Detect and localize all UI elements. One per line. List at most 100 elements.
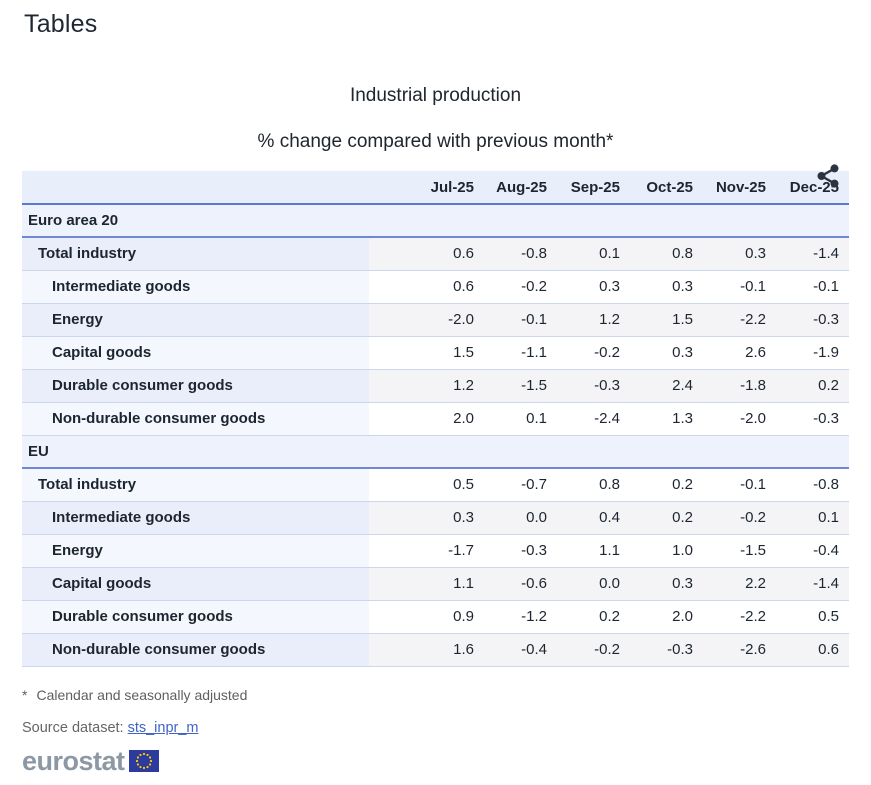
value-cell: 0.3 xyxy=(557,270,630,304)
source-label: Source dataset: xyxy=(22,719,128,736)
month-header: Oct-25 xyxy=(630,171,703,205)
value-cell: -0.3 xyxy=(630,633,703,667)
value-cell: -0.7 xyxy=(484,468,557,502)
row-label: Capital goods xyxy=(22,567,369,601)
value-cell: 1.1 xyxy=(369,567,484,601)
table-row: Non-durable consumer goods 1.6 -0.4 -0.2 -0.… xyxy=(22,633,849,667)
value-cell: 0.6 xyxy=(776,633,849,667)
value-cell: -2.0 xyxy=(703,402,776,436)
value-cell: 1.5 xyxy=(630,303,703,337)
footnote-text: Calendar and seasonally adjusted xyxy=(36,686,248,703)
section-label: Euro area 20 xyxy=(22,204,849,238)
value-cell: 0.3 xyxy=(703,237,776,271)
value-cell: 0.5 xyxy=(776,600,849,634)
value-cell: 0.2 xyxy=(630,468,703,502)
value-cell: 0.8 xyxy=(557,468,630,502)
value-cell: 0.0 xyxy=(484,501,557,535)
value-cell: 2.0 xyxy=(369,402,484,436)
table-title: Industrial production xyxy=(349,85,522,106)
value-cell: 0.4 xyxy=(557,501,630,535)
value-cell: -0.8 xyxy=(776,468,849,502)
month-header: Dec-25 xyxy=(776,171,849,205)
value-cell: 0.2 xyxy=(557,600,630,634)
value-cell: 1.2 xyxy=(557,303,630,337)
row-label: Capital goods xyxy=(22,336,369,370)
value-cell: -2.2 xyxy=(703,303,776,337)
value-cell: -0.8 xyxy=(484,237,557,271)
row-label: Energy xyxy=(22,303,369,337)
table-widget: Industrial production % change compared … xyxy=(22,85,849,667)
value-cell: -0.1 xyxy=(703,468,776,502)
eu-flag-icon xyxy=(128,750,159,772)
value-cell: 0.3 xyxy=(369,501,484,535)
table-row: Capital goods 1.5 -1.1 -0.2 0.3 2.6 -1.9 xyxy=(22,336,849,370)
value-cell: 2.2 xyxy=(703,567,776,601)
eurostat-logo-text: eurostat xyxy=(22,745,125,776)
value-cell: -0.2 xyxy=(557,336,630,370)
row-label: Intermediate goods xyxy=(22,501,369,535)
value-cell: -0.2 xyxy=(557,633,630,667)
table-row: Total industry 0.6 -0.8 0.1 0.8 0.3 -1.4 xyxy=(22,237,849,271)
value-cell: -0.2 xyxy=(484,270,557,304)
value-cell: -0.1 xyxy=(484,303,557,337)
section-row: Euro area 20 xyxy=(22,204,849,238)
value-cell: -1.8 xyxy=(703,369,776,403)
eurostat-logo: eurostat xyxy=(22,745,849,776)
value-cell: 0.3 xyxy=(630,567,703,601)
value-cell: 1.5 xyxy=(369,336,484,370)
value-cell: -1.2 xyxy=(484,600,557,634)
row-label: Non-durable consumer goods xyxy=(22,402,369,436)
value-cell: 0.0 xyxy=(557,567,630,601)
month-header: Aug-25 xyxy=(484,171,557,205)
value-cell: -0.3 xyxy=(557,369,630,403)
value-cell: 0.1 xyxy=(776,501,849,535)
table-row: Energy -2.0 -0.1 1.2 1.5 -2.2 -0.3 xyxy=(22,303,849,337)
value-cell: 0.2 xyxy=(776,369,849,403)
value-cell: 0.6 xyxy=(369,270,484,304)
value-cell: -0.2 xyxy=(703,501,776,535)
share-icon xyxy=(815,163,841,189)
value-cell: -0.4 xyxy=(776,534,849,568)
table-row: Intermediate goods 0.6 -0.2 0.3 0.3 -0.1 -0.1 xyxy=(22,270,849,304)
row-label: Total industry xyxy=(22,468,369,502)
row-label: Intermediate goods xyxy=(22,270,369,304)
page-title: Tables xyxy=(24,10,98,38)
value-cell: -1.7 xyxy=(369,534,484,568)
value-cell: -0.3 xyxy=(484,534,557,568)
value-cell: 2.0 xyxy=(630,600,703,634)
table-row: Durable consumer goods 0.9 -1.2 0.2 2.0 -2.2 0… xyxy=(22,600,849,634)
table-row: Intermediate goods 0.3 0.0 0.4 0.2 -0.2 0.1 xyxy=(22,501,849,535)
value-cell: -0.3 xyxy=(776,402,849,436)
table-subtitle: % change compared with previous month* xyxy=(257,131,614,152)
value-cell: 2.4 xyxy=(630,369,703,403)
value-cell: 0.1 xyxy=(557,237,630,271)
value-cell: 1.1 xyxy=(557,534,630,568)
value-cell: -2.6 xyxy=(703,633,776,667)
value-cell: 0.1 xyxy=(484,402,557,436)
month-header: Nov-25 xyxy=(703,171,776,205)
section-label: EU xyxy=(22,435,849,469)
table-row: Total industry 0.5 -0.7 0.8 0.2 -0.1 -0.8 xyxy=(22,468,849,502)
row-label: Total industry xyxy=(22,237,369,271)
value-cell: 0.3 xyxy=(630,270,703,304)
value-cell: -0.1 xyxy=(776,270,849,304)
share-button[interactable] xyxy=(813,161,843,191)
source-dataset-link[interactable]: sts_inpr_m xyxy=(127,719,199,736)
footnote: * Calendar and seasonally adjusted xyxy=(22,687,849,703)
value-cell: -1.5 xyxy=(484,369,557,403)
value-cell: -0.4 xyxy=(484,633,557,667)
corner-cell xyxy=(22,171,369,205)
value-cell: 0.5 xyxy=(369,468,484,502)
value-cell: -2.0 xyxy=(369,303,484,337)
value-cell: 0.2 xyxy=(630,501,703,535)
value-cell: 1.3 xyxy=(630,402,703,436)
value-cell: -2.4 xyxy=(557,402,630,436)
value-cell: -1.4 xyxy=(776,237,849,271)
row-label: Durable consumer goods xyxy=(22,369,369,403)
row-label: Non-durable consumer goods xyxy=(22,633,369,667)
value-cell: -1.4 xyxy=(776,567,849,601)
value-cell: 2.6 xyxy=(703,336,776,370)
table-row: Capital goods 1.1 -0.6 0.0 0.3 2.2 -1.4 xyxy=(22,567,849,601)
month-header: Jul-25 xyxy=(369,171,484,205)
